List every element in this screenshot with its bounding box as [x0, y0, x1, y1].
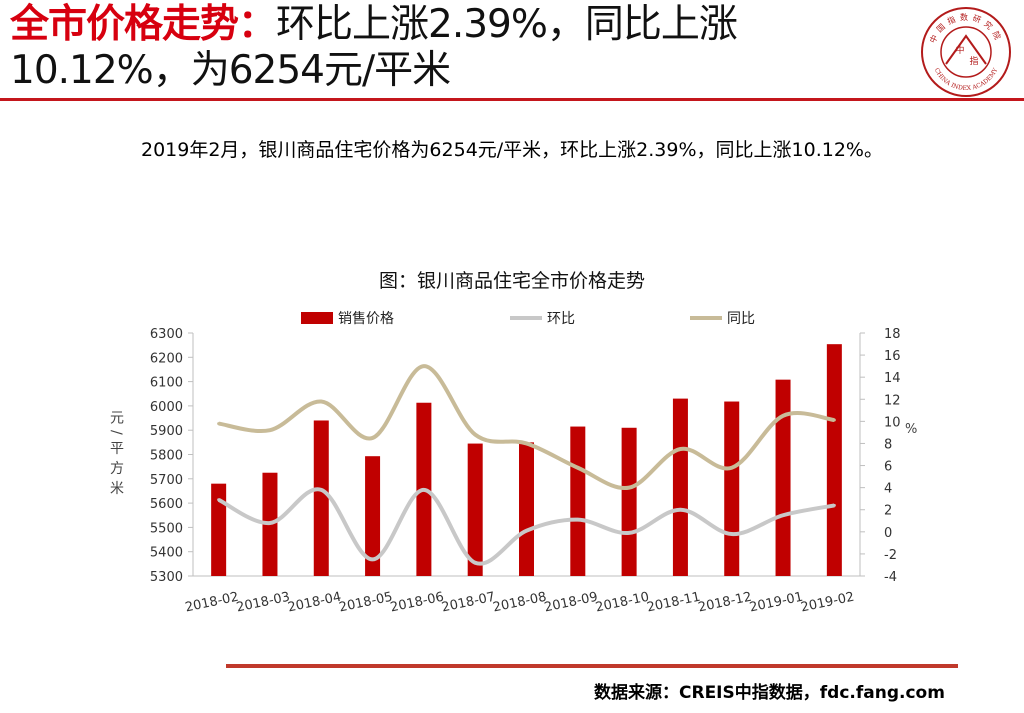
bar-2018-08	[519, 442, 534, 576]
logo-center-text-1: 中	[955, 44, 964, 56]
y2-tick-label: -2	[884, 548, 897, 563]
point-yoy-2019-02	[832, 418, 836, 422]
y2-tick-label: 12	[884, 393, 901, 408]
data-source: 数据来源：CREIS中指数据，fdc.fang.com	[594, 683, 945, 703]
y-tick-label: 5600	[150, 497, 183, 512]
bar-2018-09	[570, 426, 586, 576]
x-tick-label: 2018-05	[338, 590, 394, 616]
y2-tick-label: 4	[884, 482, 892, 497]
logo-center-text-2: 指	[969, 55, 978, 67]
y-tick-label: 5300	[150, 570, 183, 585]
x-tick-label: 2018-06	[389, 590, 445, 616]
point-yoy-2018-10	[627, 486, 631, 490]
y-tick-label: 6300	[150, 327, 183, 342]
legend-label-price: 销售价格	[338, 311, 394, 327]
y-tick-label: 5500	[150, 521, 183, 536]
y2-tick-label: -4	[884, 570, 897, 585]
point-mom-2018-09	[576, 518, 580, 522]
x-tick-label: 2018-07	[440, 590, 496, 616]
bar-2018-02	[211, 483, 227, 576]
x-tick-label: 2018-09	[543, 590, 599, 616]
summary-text: 2019年2月，银川商品住宅价格为6254元/平米，环比上涨2.39%，同比上涨…	[140, 139, 883, 161]
y-tick-label: 5700	[150, 473, 183, 488]
legend-swatch-price	[301, 312, 333, 324]
point-yoy-2018-08	[525, 441, 528, 445]
point-mom-2018-08	[525, 529, 528, 533]
chart-title: 图：银川商品住宅全市价格走势	[379, 270, 645, 292]
title-line-1: 环比上涨2.39%，同比上涨	[276, 2, 738, 47]
bar-2018-10	[621, 427, 637, 576]
point-mom-2018-07	[473, 561, 477, 565]
y-tick-label: 5800	[150, 449, 183, 464]
point-yoy-2018-11	[678, 447, 682, 451]
point-yoy-2019-01	[781, 414, 785, 418]
point-mom-2018-04	[319, 488, 323, 492]
point-yoy-2018-12	[730, 466, 734, 470]
title-line-2: 10.12%，为6254元/平米	[10, 48, 451, 93]
title-highlight: 全市价格走势：	[10, 2, 277, 47]
title-divider	[0, 98, 1024, 101]
y2-tick-label: 0	[884, 526, 892, 541]
y-tick-label: 6100	[150, 376, 183, 391]
bar-2018-12	[724, 401, 740, 576]
bar-2018-11	[672, 398, 688, 576]
y-axis-title: 元/平方米	[108, 410, 124, 501]
y-tick-label: 6000	[150, 400, 183, 415]
y2-tick-label: 8	[884, 437, 892, 452]
point-yoy-2018-02	[217, 422, 221, 426]
x-tick-label: 2019-01	[748, 590, 804, 616]
point-mom-2018-10	[627, 531, 631, 535]
point-mom-2018-02	[217, 498, 221, 502]
y-tick-label: 5400	[150, 546, 183, 561]
y-tick-label: 6200	[150, 351, 183, 366]
x-tick-label: 2018-10	[594, 590, 650, 616]
x-tick-label: 2018-08	[492, 590, 548, 616]
point-mom-2019-02	[832, 503, 836, 507]
point-yoy-2018-05	[371, 436, 375, 440]
y2-axis-title: %	[905, 422, 917, 437]
x-tick-label: 2018-11	[646, 590, 702, 616]
point-mom-2019-01	[781, 513, 785, 517]
point-yoy-2018-09	[576, 466, 580, 470]
x-tick-label: 2018-02	[184, 590, 240, 616]
point-mom-2018-06	[422, 488, 426, 492]
y2-tick-label: 18	[884, 327, 901, 342]
bar-2019-01	[775, 379, 791, 576]
bar-2018-07	[467, 443, 483, 576]
y-tick-label: 5900	[150, 424, 183, 439]
bar-2019-02	[826, 344, 842, 576]
x-tick-label: 2018-03	[235, 590, 291, 616]
y2-tick-label: 6	[884, 460, 892, 475]
point-yoy-2018-04	[319, 399, 323, 403]
point-mom-2018-11	[678, 508, 682, 512]
y2-tick-label: 2	[884, 504, 892, 519]
legend-label-yoy: 同比	[727, 311, 755, 327]
bar-2018-05	[365, 456, 381, 576]
legend-label-mom: 环比	[547, 311, 575, 327]
x-tick-label: 2019-02	[799, 590, 855, 616]
x-tick-label: 2018-04	[286, 590, 342, 616]
bar-2018-04	[313, 420, 329, 576]
point-yoy-2018-06	[422, 364, 426, 368]
y2-tick-label: 16	[884, 349, 901, 364]
point-yoy-2018-03	[268, 428, 272, 432]
point-mom-2018-05	[371, 557, 375, 561]
point-mom-2018-03	[268, 521, 272, 525]
footer-divider	[226, 664, 958, 668]
x-tick-label: 2018-12	[697, 590, 753, 616]
point-mom-2018-12	[730, 532, 734, 536]
y2-tick-label: 14	[884, 371, 901, 386]
page-title: 全市价格走势：环比上涨2.39%，同比上涨 10.12%，为6254元/平米	[10, 2, 910, 94]
point-yoy-2018-07	[473, 433, 477, 437]
china-index-academy-logo: 中国指数研究院 CHINA INDEX ACADEMY 中 指	[921, 7, 1011, 97]
y2-tick-label: 10	[884, 415, 901, 430]
